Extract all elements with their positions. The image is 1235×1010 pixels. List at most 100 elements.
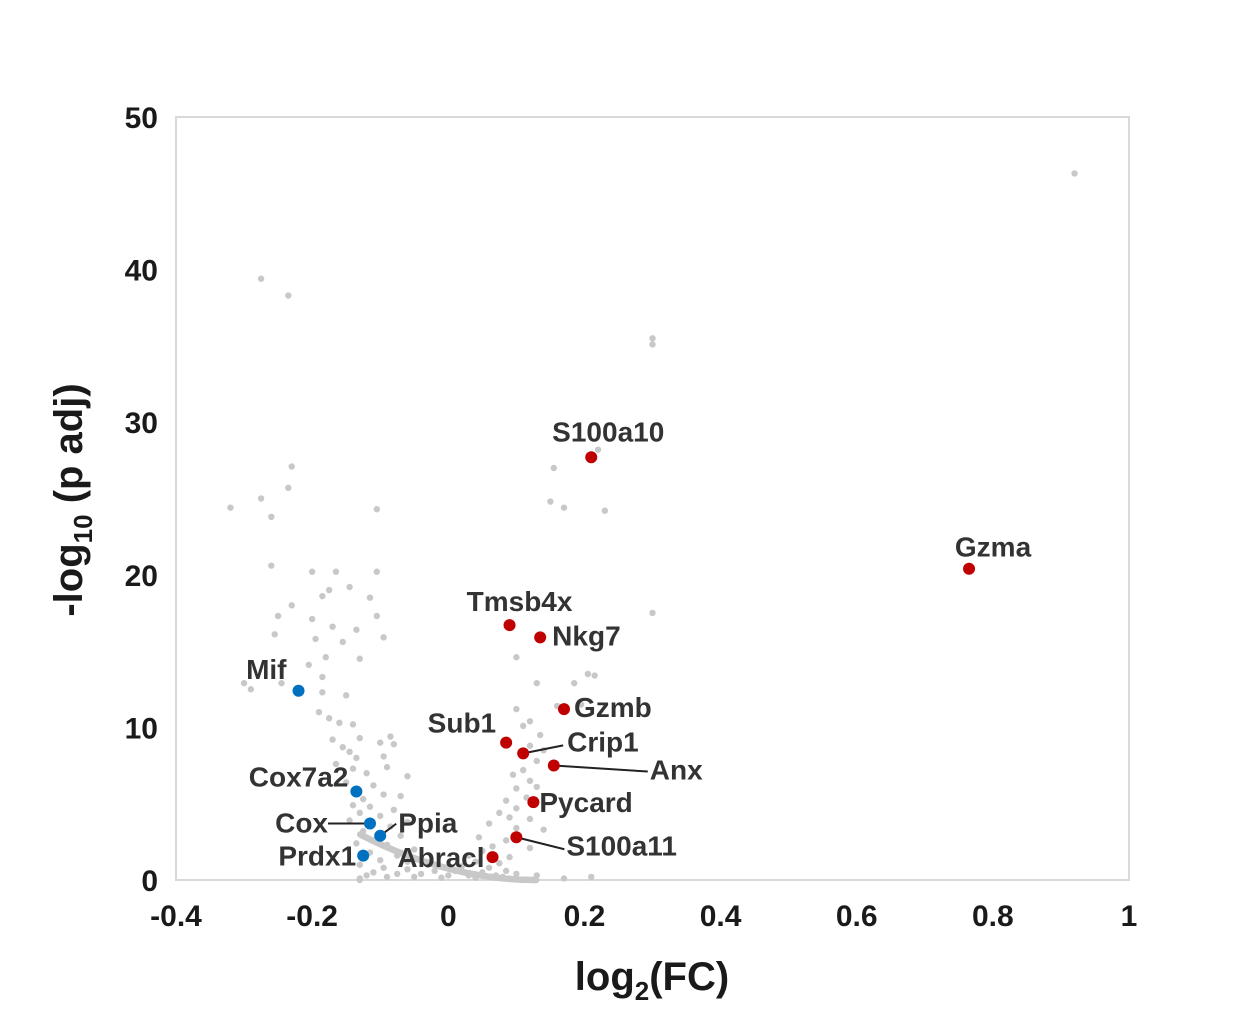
background-point <box>465 852 472 859</box>
background-point <box>526 844 534 852</box>
background-point <box>353 754 360 762</box>
x-tick-label: 0.4 <box>700 900 742 933</box>
background-point <box>312 635 319 643</box>
background-point <box>489 843 496 850</box>
background-point <box>315 708 323 716</box>
background-point <box>268 562 275 569</box>
background-point <box>404 818 411 826</box>
background-point <box>390 740 398 748</box>
background-point <box>366 594 374 601</box>
x-tick-label: 0 <box>440 900 457 933</box>
background-point <box>332 568 340 575</box>
background-point <box>506 853 513 861</box>
highlighted-point-cox7a2 <box>350 785 363 798</box>
gene-label-mif: Mif <box>246 654 287 685</box>
y-tick-label: 10 <box>125 712 158 745</box>
leader-line <box>553 764 648 773</box>
background-point <box>339 744 346 751</box>
background-point <box>445 872 452 879</box>
background-point <box>594 446 602 453</box>
leader-line <box>516 836 565 851</box>
highlighted-point-ppia <box>374 829 387 842</box>
background-point <box>485 820 493 827</box>
background-point <box>339 638 346 646</box>
background-point <box>356 734 363 742</box>
highlighted-point-s100a10 <box>585 451 598 464</box>
y-axis-title: -log10 (p adj) <box>47 383 98 616</box>
background-point <box>404 866 411 873</box>
background-point <box>513 654 520 661</box>
highlighted-point-abracl <box>486 851 499 864</box>
background-point <box>356 876 363 884</box>
background-point <box>519 722 527 730</box>
background-point <box>257 275 265 282</box>
background-point <box>526 815 534 823</box>
background-point <box>288 463 295 470</box>
highlighted-point-nkg7 <box>534 631 547 644</box>
background-point <box>388 846 396 853</box>
background-point <box>356 655 363 662</box>
highlighted-point-gzma <box>963 562 976 575</box>
background-point <box>363 834 370 841</box>
background-point <box>378 841 386 849</box>
background-point <box>377 739 384 746</box>
y-tick-labels: 0 10 20 30 40 50 <box>125 102 158 898</box>
background-point <box>526 718 534 725</box>
background-point <box>319 689 326 696</box>
background-point <box>278 679 285 687</box>
background-point <box>380 634 387 641</box>
background-point <box>329 736 336 743</box>
background-point <box>430 861 438 868</box>
background-point <box>513 805 520 812</box>
background-point <box>533 679 540 687</box>
gene-label-anx: Anx <box>650 755 703 786</box>
background-point <box>1071 170 1078 177</box>
background-point <box>363 769 370 777</box>
gene-label-abracl: Abracl <box>397 842 484 873</box>
background-point <box>380 791 387 798</box>
background-point <box>319 592 326 600</box>
background-point <box>456 868 463 875</box>
background-point <box>472 871 479 878</box>
background-point <box>420 858 428 865</box>
background-point <box>446 865 453 873</box>
background-point <box>380 753 387 760</box>
background-point <box>436 863 444 870</box>
background-point <box>342 779 350 786</box>
background-point <box>509 771 517 778</box>
gene-label-nkg7: Nkg7 <box>552 620 620 651</box>
background-point <box>533 757 540 765</box>
background-point <box>513 824 520 832</box>
background-point <box>285 292 292 299</box>
background-point <box>356 809 363 817</box>
x-tick-label: -0.4 <box>150 900 202 933</box>
background-point <box>346 583 353 591</box>
background-point <box>349 721 357 728</box>
highlighted-point-prdx1 <box>357 849 370 862</box>
y-tick-label: 20 <box>125 560 158 593</box>
background-point <box>404 773 411 780</box>
gene-label-gzma: Gzma <box>955 532 1032 563</box>
background-point <box>390 806 398 814</box>
background-point <box>414 856 422 863</box>
background-point <box>417 870 425 878</box>
background-point <box>336 719 343 727</box>
x-tick-labels: -0.4 -0.2 0 0.2 0.4 0.6 0.8 1 <box>150 900 1137 933</box>
gene-label-s100a10: S100a10 <box>552 416 664 447</box>
highlighted-point-tmsb4x <box>503 619 516 632</box>
background-point <box>458 863 466 870</box>
background-point <box>550 464 557 472</box>
background-point <box>462 869 469 876</box>
background-point <box>356 831 364 838</box>
background-point <box>526 742 534 749</box>
background-point <box>506 814 513 821</box>
background-point <box>560 875 568 882</box>
background-point <box>346 748 353 756</box>
background-point <box>513 705 520 713</box>
highlighted-points <box>292 451 976 864</box>
background-point <box>274 612 282 620</box>
background-point <box>271 631 278 638</box>
background-point <box>370 782 377 789</box>
background-point <box>257 495 265 502</box>
